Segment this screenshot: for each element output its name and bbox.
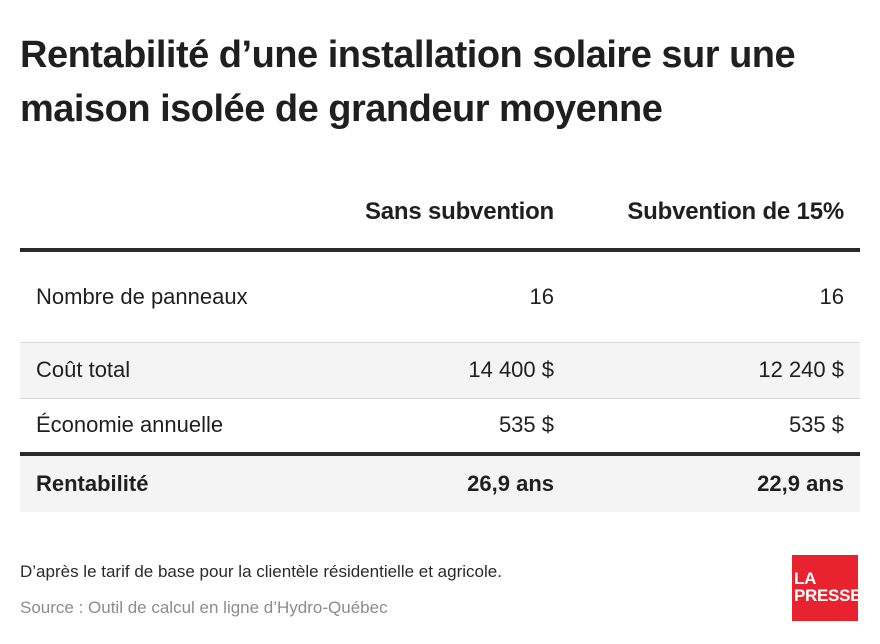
total-subvention-15: 22,9 ans: [570, 452, 860, 512]
table-total-row: Rentabilité 26,9 ans 22,9 ans: [20, 452, 860, 512]
table-row: Nombre de panneaux 16 16: [20, 250, 860, 343]
cell-subvention-15: 12 240 $: [570, 342, 860, 399]
logo-line-2: PRESSE: [794, 586, 862, 605]
row-label: Coût total: [20, 342, 320, 399]
column-header-empty: [20, 184, 320, 252]
footnote: D’après le tarif de base pour la clientè…: [20, 562, 502, 581]
table-row: Coût total 14 400 $ 12 240 $: [20, 342, 860, 399]
table-row: Économie annuelle 535 $ 535 $: [20, 398, 860, 455]
total-row-label: Rentabilité: [20, 452, 320, 512]
row-label: Économie annuelle: [20, 398, 320, 455]
profitability-table: Sans subvention Subvention de 15% Nombre…: [20, 184, 860, 512]
column-header-subvention-15: Subvention de 15%: [570, 184, 860, 252]
cell-sans-subvention: 16: [320, 250, 570, 343]
la-presse-logo: LA PRESSE: [792, 555, 862, 621]
source-credit: Source : Outil de calcul en ligne d’Hydr…: [20, 598, 388, 617]
cell-sans-subvention: 535 $: [320, 398, 570, 455]
cell-sans-subvention: 14 400 $: [320, 342, 570, 399]
table-header-row: Sans subvention Subvention de 15%: [20, 184, 860, 252]
total-sans-subvention: 26,9 ans: [320, 452, 570, 512]
logo-line-1: LA: [794, 569, 817, 588]
page-title: Rentabilité d’une installation solaire s…: [20, 34, 796, 130]
row-label: Nombre de panneaux: [20, 250, 320, 343]
cell-subvention-15: 16: [570, 250, 860, 343]
column-header-sans-subvention: Sans subvention: [320, 184, 570, 252]
cell-subvention-15: 535 $: [570, 398, 860, 455]
